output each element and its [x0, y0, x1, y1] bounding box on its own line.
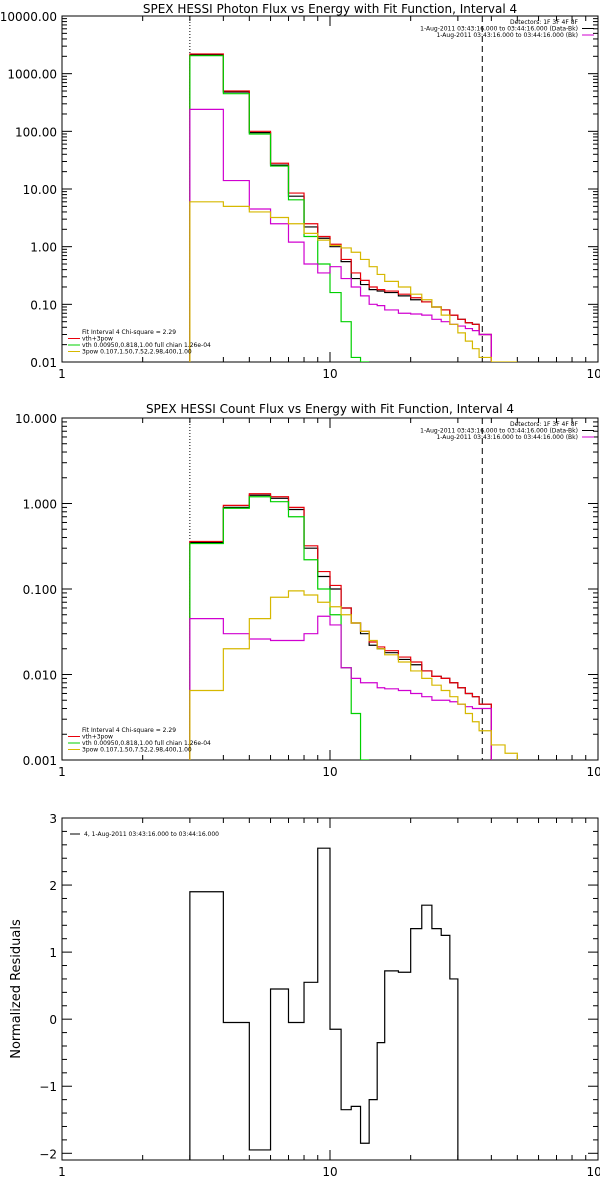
legend-fit-text: vth+3pow: [82, 336, 113, 343]
y-tick-label: 0: [49, 1013, 57, 1027]
series-black-histogram: [189, 847, 459, 1160]
y-tick-label: −2: [39, 1147, 57, 1161]
series-yellow-histogram: [189, 590, 518, 760]
y-axis-label: Normalized Residuals: [9, 919, 24, 1059]
y-tick-label: −1: [39, 1080, 57, 1094]
chart-panel-2: SPEX HESSI Count Flux vs Energy with Fit…: [15, 402, 600, 779]
y-tick-label: 0.10: [30, 298, 57, 312]
y-tick-label: 100.00: [15, 125, 57, 139]
y-tick-label: 0.010: [23, 669, 57, 683]
chart-panel-3: 1 10 100 −2 −1 0 1 2 3 Normalized Residuals 4, 1-A…: [9, 812, 600, 1179]
y-tick-label: 10.00: [23, 183, 57, 197]
legend-residual-text: 4, 1-Aug-2011 03:43:16.000 to 03:44:16.0…: [84, 831, 219, 838]
plot-frame: [61, 15, 599, 363]
legend-fit-text: 3pow 0.107,1.50,7.52,2.98,400,1.00: [82, 747, 192, 754]
series-group: [189, 53, 518, 362]
legend-fit-text: 3pow 0.107,1.50,7.52,2.98,400,1.00: [82, 349, 192, 356]
legend-top-right-text: 1-Aug-2011 03:43:16.000 to 03:44:16.000 …: [436, 32, 578, 39]
legend-fit-text: vth+3pow: [82, 734, 113, 741]
series-group: [189, 493, 518, 760]
legend-top-right-text: 1-Aug-2011 03:43:16.000 to 03:44:16.000 …: [420, 26, 578, 33]
x-tick-label: 1: [58, 367, 66, 381]
series-green-histogram: [189, 496, 370, 760]
series-magenta-histogram: [189, 108, 492, 362]
legend-fit-text: vth 0.00950,0.818,1.00 full chian 1.26e-…: [82, 342, 211, 349]
legend-fit-text: vth 0.00950,0.818,1.00 full chian 1.26e-…: [82, 740, 211, 747]
x-tick-label: 1: [58, 1165, 66, 1179]
x-tick-label: 100: [587, 765, 600, 779]
legend-top-right-text: 1-Aug-2011 03:43:16.000 to 03:44:16.000 …: [436, 434, 578, 441]
chart-panel-1: SPEX HESSI Photon Flux vs Energy with Fi…: [0, 2, 600, 381]
legend-fit-text: Fit Interval 4 Chi-square = 2.29: [82, 329, 176, 336]
legend-fit-text: Fit Interval 4 Chi-square = 2.29: [82, 727, 176, 734]
y-tick-label: 1.000: [23, 498, 57, 512]
y-tick-label: 1000.00: [7, 68, 57, 82]
y-tick-label: 0.100: [23, 583, 57, 597]
series-group: [189, 847, 459, 1160]
series-yellow-histogram: [189, 201, 518, 362]
y-tick-label: 1.00: [30, 241, 57, 255]
y-tick-label: 10.000: [15, 412, 57, 426]
x-tick-label: 10: [322, 765, 337, 779]
chart-title: SPEX HESSI Photon Flux vs Energy with Fi…: [143, 2, 517, 16]
x-tick-label: 10: [322, 1165, 337, 1179]
legend-top-right-text: 1-Aug-2011 03:43:16.000 to 03:44:16.000 …: [420, 428, 578, 435]
chart-title: SPEX HESSI Count Flux vs Energy with Fit…: [146, 402, 514, 416]
y-tick-label: 0.001: [23, 754, 57, 768]
x-tick-label: 1: [58, 765, 66, 779]
legend-top-right-text: Detectors: 1F 3F 4F 8F: [510, 421, 579, 428]
x-tick-label: 100: [587, 367, 600, 381]
legend-top-right-text: Detectors: 1F 3F 4F 8F: [510, 19, 579, 26]
x-tick-label: 10: [322, 367, 337, 381]
series-magenta-histogram: [189, 615, 492, 760]
series-green-histogram: [189, 55, 370, 362]
y-tick-label: 0.01: [30, 356, 57, 370]
y-tick-label: 10000.00: [0, 10, 57, 24]
x-tick-label: 100: [587, 1165, 600, 1179]
y-tick-label: 2: [49, 879, 57, 893]
y-tick-label: 3: [49, 812, 57, 826]
y-tick-label: 1: [49, 946, 57, 960]
